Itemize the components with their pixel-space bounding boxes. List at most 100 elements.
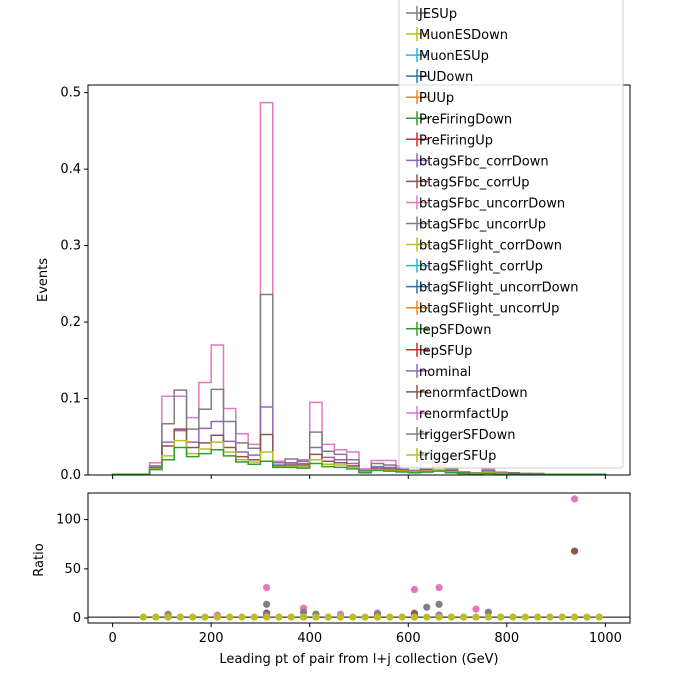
legend-entry: JESUp [406,6,457,22]
legend-label: nominal [419,365,471,380]
ratio-point-triggerSFDown [263,600,271,608]
legend-entry: PreFiringDown [406,111,512,127]
legend-label: btagSFbc_uncorrUp [419,218,546,233]
x-axis-label: Leading pt of pair from l+j collection (… [219,652,498,667]
ratio-point-triggerSFUp [287,613,295,621]
main-series-btagSFbc_corrDown [111,406,607,475]
legend-entry: triggerSFUp [406,448,496,464]
legend-entry: btagSFlight_corrDown [406,237,562,254]
ratio-plot-area [88,493,630,623]
legend-entry: PreFiringUp [406,132,493,148]
ratio-point-triggerSFUp [189,613,197,621]
ratio-point-triggerSFUp [312,613,320,621]
legend-label: lepSFUp [419,344,472,359]
ratio-point-triggerSFDown [484,608,492,616]
legend-label: btagSFbc_corrUp [419,175,530,190]
ratio-point-triggerSFUp [226,613,234,621]
ratio-point-triggerSFUp [423,613,431,621]
legend: JESUp MuonESDown MuonESUp PUDown PUUp PreFiri… [398,0,624,469]
ratio-point-triggerSFDown [435,600,443,608]
main-y-tick-label: 0.1 [60,392,81,407]
ratio-point-triggerSFUp [238,613,246,621]
legend-box [398,0,624,469]
ratio-y-label: Ratio [32,543,47,576]
main-series-nominal [111,446,607,475]
main-y-tick-label: 0.3 [60,239,81,254]
legend-label: triggerSFUp [419,449,496,464]
main-y-ticks: 0.0 0.1 0.2 0.3 0.4 0.5 [60,86,88,483]
legend-label: PUDown [419,70,473,85]
ratio-point-triggerSFUp [447,613,455,621]
legend-entry: lepSFUp [406,342,472,359]
legend-label: JESUp [418,7,457,22]
ratio-x-ticks: 0 200 400 600 800 1000 [108,623,622,646]
legend-entry: btagSFbc_uncorrDown [406,195,565,211]
legend-label: PUUp [419,91,454,106]
ratio-y-tick-label: 0 [73,611,81,626]
ratio-point-renormfactUp [472,605,480,613]
legend-entry: lepSFDown [406,321,491,338]
legend-entry: btagSFbc_corrUp [406,174,530,190]
main-y-tick-label: 0.0 [60,468,81,483]
legend-label: PreFiringDown [419,112,512,127]
legend-entry: PUUp [406,90,454,106]
legend-label: btagSFlight_uncorrUp [419,302,559,317]
legend-label: lepSFDown [419,323,491,338]
ratio-point-triggerSFUp [152,613,160,621]
ratio-point-renormfactUp [410,585,419,594]
legend-label: btagSFlight_corrDown [419,239,562,254]
legend-entry: nominal [406,363,471,380]
legend-label: btagSFlight_uncorrDown [419,281,579,296]
ratio-point-triggerSFUp [484,613,492,621]
ratio-panel: 0 50 100 0 200 400 600 800 1000 Ratio Leading p… [32,492,631,667]
main-series-group [111,101,607,475]
ratio-x-tick-label: 400 [297,631,322,646]
legend-entry: PUDown [406,69,473,85]
main-x-ticks [112,475,606,479]
legend-entry: renormfactUp [406,405,509,422]
ratio-y-tick-label: 50 [64,562,81,577]
legend-label: btagSFbc_corrDown [419,154,549,169]
legend-label: PreFiringUp [419,133,493,148]
ratio-x-tick-label: 600 [396,631,421,646]
ratio-x-tick-label: 800 [494,631,519,646]
ratio-axes-frame [87,492,631,624]
ratio-point-triggerSFUp [497,613,505,621]
ratio-point-triggerSFUp [546,613,554,621]
legend-label: MuonESUp [419,49,489,64]
ratio-point-triggerSFUp [324,613,332,621]
ratio-y-tick-label: 100 [56,513,81,528]
legend-entry: triggerSFDown [406,427,515,443]
ratio-point-triggerSFUp [398,613,406,621]
ratio-point-triggerSFUp [336,613,345,621]
ratio-point-triggerSFUp [460,613,468,621]
ratio-point-triggerSFUp [509,613,517,621]
ratio-point-triggerSFUp [250,613,258,621]
ratio-point-triggerSFDown [423,603,431,611]
legend-entry: MuonESDown [406,27,508,43]
main-y-tick-label: 0.2 [60,315,81,330]
ratio-point-triggerSFUp [583,613,591,621]
legend-label: MuonESDown [419,28,508,43]
main-series-renormfactUp [111,101,607,475]
legend-label: btagSFbc_uncorrDown [419,196,565,211]
ratio-points-group [139,495,603,621]
ratio-x-tick-label: 200 [199,631,224,646]
ratio-point-triggerSFUp [263,613,271,621]
legend-entry: btagSFbc_uncorrUp [406,216,546,233]
main-y-label: Events [36,258,51,302]
main-axes-frame [87,84,631,476]
ratio-point-triggerSFUp [176,613,184,621]
ratio-point-triggerSFUp [534,613,542,621]
main-y-tick-label: 0.5 [60,86,81,101]
ratio-point-triggerSFUp [361,613,369,621]
ratio-point-triggerSFUp [373,613,382,621]
legend-label: renormfactUp [419,407,509,422]
legend-entry: btagSFlight_corrUp [406,258,543,275]
ratio-point-renormfactUp [570,495,579,503]
legend-label: triggerSFDown [419,428,515,443]
legend-entry: renormfactDown [406,384,528,401]
ratio-point-triggerSFUp [349,613,357,621]
ratio-point-triggerSFDown [299,608,308,616]
ratio-point-triggerSFUp [164,613,172,621]
